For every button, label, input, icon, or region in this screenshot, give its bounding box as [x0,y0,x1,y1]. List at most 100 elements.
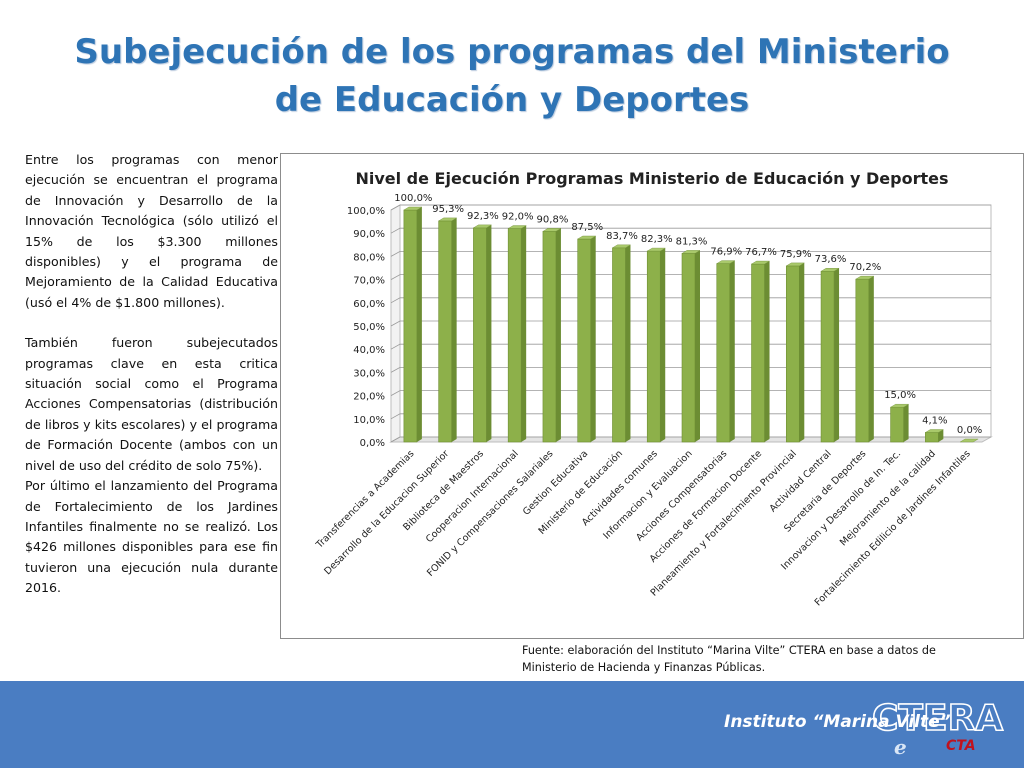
category-label: Gestion Educativa [521,448,590,517]
bar-top [611,244,632,249]
data-label: 95,3% [432,204,464,215]
bar [577,238,592,443]
bar-side [486,224,492,442]
bar [612,247,626,443]
bar [716,263,731,443]
bar [473,227,487,443]
bar-top [889,403,910,408]
chart-container: Nivel de Ejecución Programas Ministerio … [280,153,1024,639]
bar-top [855,275,875,280]
bar [820,270,835,443]
y-tick-label: 0,0% [360,438,385,449]
y-tick-label: 60,0% [353,299,385,310]
page-title: Subejecución de los programas del Minist… [40,28,984,124]
bar-side [625,244,631,442]
bar-side [660,248,666,442]
source-note: Fuente: elaboración del Instituto “Marin… [522,644,936,674]
bar-top [750,260,771,265]
y-tick-label: 70,0% [353,276,385,287]
logo-e-icon: e [894,735,907,759]
institute-label: Instituto “Marina Vilte” [724,712,951,732]
bar-top [646,247,666,252]
data-label: 100,0% [394,193,432,204]
y-tick-label: 40,0% [353,345,385,356]
data-label: 81,3% [676,236,708,247]
bar [403,209,418,443]
bar [751,263,765,443]
data-label: 15,0% [884,390,916,401]
gridline [390,204,991,211]
y-tick-label: 100,0% [347,206,385,217]
bar [681,253,696,443]
paragraph-1: Entre los programas con menor ejecución … [25,152,278,310]
bar-side [799,262,805,442]
y-tick-label: 10,0% [353,415,385,426]
data-label: 92,0% [502,212,534,223]
y-tick-label: 80,0% [353,252,385,263]
bar-top [437,217,458,222]
bar-side [938,429,944,442]
bar-top [959,438,979,443]
bar-top [576,235,597,240]
data-label: 76,9% [710,247,742,258]
bar-side [764,261,770,442]
category-label: FONID y Compensaciones Salariales [425,448,555,578]
bar [542,231,557,443]
logo-text: CTERA [872,698,1003,739]
bar-side [521,225,527,442]
bar-top [820,268,840,272]
bar-top [924,429,945,433]
bar [925,432,939,443]
bar [646,250,661,443]
y-tick-label: 90,0% [353,229,385,240]
paragraph-3: Por último el lanzamiento del Programa d… [25,478,278,596]
data-label: 92,3% [467,211,499,222]
data-label: 73,6% [815,254,847,265]
bar [890,406,904,443]
data-label: 90,8% [537,214,569,225]
bar-side [695,250,700,442]
bar-top [542,228,562,232]
data-label: 82,3% [641,234,673,245]
gridline [390,251,991,257]
category-label: Desarrollo de la Educacion Superior [322,448,451,577]
data-label: 70,2% [849,262,881,273]
data-label: 83,7% [606,231,638,242]
y-tick-label: 20,0% [353,392,385,403]
data-label: 0,0% [957,425,982,436]
bar-side [555,228,561,442]
body-text: Entre los programas con menor ejecución … [25,150,278,599]
bar-side [416,207,422,442]
y-tick-label: 50,0% [353,322,385,333]
bar-side [903,404,909,442]
bar [507,228,522,443]
bar-side [868,276,874,442]
data-label: 87,5% [571,222,603,233]
bar-chart: Nivel de Ejecución Programas Ministerio … [314,169,993,608]
chart-title: Nivel de Ejecución Programas Ministerio … [355,169,948,188]
footer-bar [0,681,1024,768]
bar-top [403,206,423,211]
bar-top [785,262,806,267]
data-label: 75,9% [780,249,812,260]
bar [855,278,870,443]
bar-top [716,260,736,264]
title-line-2: de Educación y Deportes [274,80,750,120]
bar-top [507,225,527,229]
bar-side [590,236,596,442]
bar-side [834,268,840,442]
gridline [390,227,991,234]
data-label: 4,1% [922,415,947,426]
paragraph-2: También fueron subejecutados programas c… [25,335,278,473]
data-label: 76,7% [745,247,777,258]
bar [785,265,800,443]
bar-side [451,217,457,442]
cta-logo: CTA [946,738,976,754]
bar-side [729,260,735,442]
bar-top [681,250,701,254]
ctera-logo: CTERA e CTA [871,697,1004,759]
bar [438,220,452,443]
bar-top [472,224,493,229]
y-tick-label: 30,0% [353,368,385,379]
category-label: Actividad Central [768,448,834,514]
